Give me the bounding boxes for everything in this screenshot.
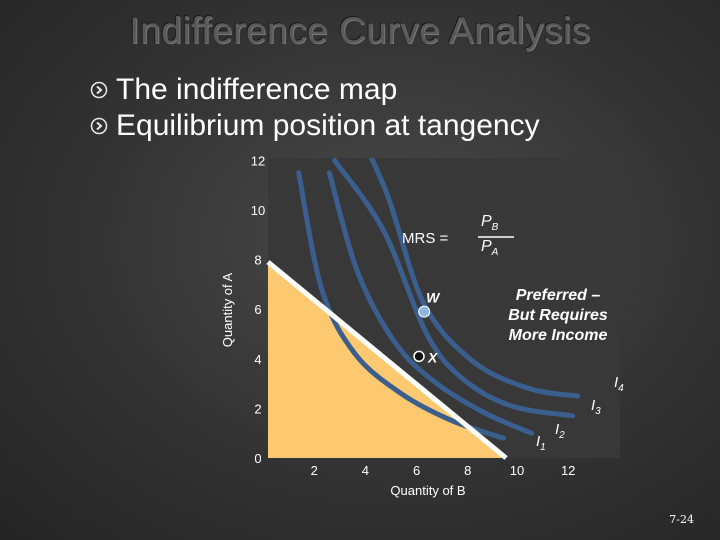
mrs-formula: MRS = PB PA <box>402 213 514 258</box>
indifference-curve-i2 <box>326 170 535 436</box>
curve-label-i1: I1 <box>536 433 546 453</box>
y-tick-label: 2 <box>254 401 261 416</box>
circle-arrow-bullet-icon <box>90 81 108 99</box>
mrs-prefix: MRS = <box>402 230 449 247</box>
bullet-item: Equilibrium position at tangency <box>90 108 540 144</box>
preferred-line-1: Preferred – <box>516 287 601 304</box>
bullet-list: The indifference map Equilibrium positio… <box>90 72 540 144</box>
curve-label-i2: I2 <box>555 421 565 441</box>
preferred-line-2: But Requires <box>508 307 608 324</box>
x-tick-label: 4 <box>362 463 369 478</box>
x-tick-label: 8 <box>464 463 471 478</box>
bullet-item: The indifference map <box>90 72 540 108</box>
bullet-text: Equilibrium position at tangency <box>116 109 540 142</box>
mrs-denominator: PA <box>481 238 499 258</box>
y-tick-label: 0 <box>254 451 261 466</box>
indifference-curve-i3 <box>332 158 576 419</box>
x-tick-label: 6 <box>413 463 420 478</box>
point-x-marker <box>413 350 425 363</box>
slide-title: Indifference Curve Analysis <box>129 10 591 51</box>
curve-label-i4: I4 <box>614 374 624 394</box>
curve-label-i3: I3 <box>591 397 601 417</box>
x-tick-label: 10 <box>510 463 524 478</box>
point-w-marker <box>418 305 431 318</box>
y-tick-label: 8 <box>254 253 261 268</box>
y-tick-label: 4 <box>254 352 261 367</box>
preferred-line-3: More Income <box>509 327 608 344</box>
circle-arrow-bullet-icon <box>90 117 108 135</box>
y-tick-label: 12 <box>251 153 265 168</box>
budget-line <box>266 260 508 460</box>
bullet-text: The indifference map <box>116 73 398 106</box>
preferred-annotation: Preferred – But Requires More Income <box>508 287 608 344</box>
point-x-label: X <box>427 349 439 365</box>
slide-number: 7-24 <box>669 513 694 526</box>
y-tick-label: 6 <box>254 302 261 317</box>
x-tick-label: 12 <box>561 463 575 478</box>
point-w-label: W <box>426 290 441 306</box>
x-tick-label: 2 <box>311 463 318 478</box>
y-tick-label: 10 <box>251 203 265 218</box>
y-axis-label: Quantity of A <box>220 272 235 347</box>
mrs-numerator: PB <box>481 213 499 233</box>
indifference-curve-i4 <box>368 158 581 399</box>
indifference-curve-i1 <box>296 170 507 441</box>
x-axis-label: Quantity of B <box>390 483 465 498</box>
